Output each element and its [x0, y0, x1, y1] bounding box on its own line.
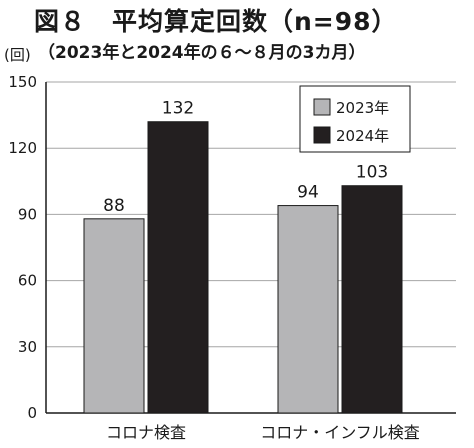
x-category-label: コロナ検査: [106, 423, 186, 442]
data-label: 88: [103, 196, 125, 216]
bar-2023-0: [83, 218, 145, 414]
legend-box: [299, 85, 411, 153]
bar-2024-1: [341, 185, 403, 414]
legend-label: 2024年: [336, 127, 389, 145]
data-label: 94: [297, 183, 319, 203]
chart-subtitle: （2023年と2024年の６～８月の3カ月）: [38, 43, 366, 63]
chart-title: 図８ 平均算定回数（n=98）: [34, 7, 398, 36]
legend-swatch: [313, 126, 331, 144]
x-category-label: コロナ・インフル検査: [260, 423, 420, 442]
data-label: 132: [162, 99, 194, 119]
bar-2024-0: [147, 121, 209, 414]
y-tick-label: 30: [18, 338, 37, 356]
y-tick-label: 0: [27, 404, 37, 422]
y-tick-label: 150: [8, 73, 37, 91]
y-tick-label: 90: [18, 205, 37, 223]
bar-2023-1: [277, 205, 339, 414]
y-axis-unit: (回): [4, 46, 31, 64]
data-label: 103: [356, 163, 388, 183]
legend-label: 2023年: [336, 99, 389, 117]
y-tick-label: 60: [18, 272, 37, 290]
legend-swatch: [313, 98, 331, 116]
y-tick-label: 120: [8, 139, 37, 157]
